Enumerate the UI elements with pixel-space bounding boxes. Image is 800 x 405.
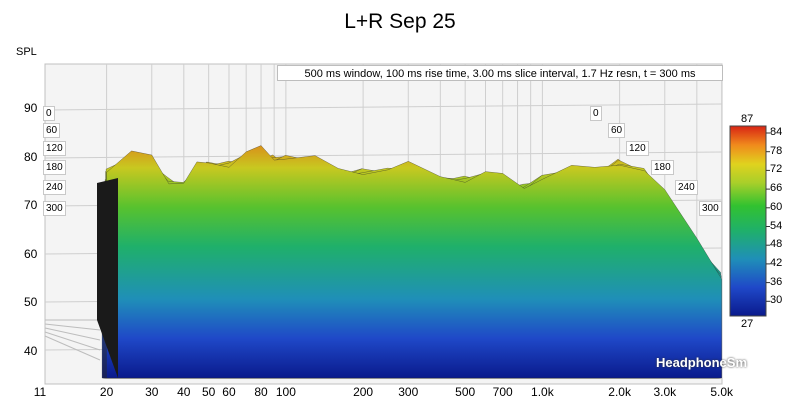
x-tick-label: 40 (177, 385, 191, 399)
time-label-right: 180 (651, 160, 674, 175)
time-label-left: 60 (43, 123, 61, 138)
colorbar-tick-label: 66 (770, 182, 783, 195)
y-axis-label: SPL (16, 46, 37, 58)
colorbar-tick-label: 72 (770, 163, 783, 176)
x-tick-label: 80 (254, 385, 268, 399)
y-tick-label: 70 (24, 198, 38, 212)
colorbar-tick-label: 36 (770, 275, 783, 288)
colorbar-min: 27 (741, 318, 754, 330)
chart-title: L+R Sep 25 (344, 10, 456, 33)
y-tick-label: 40 (24, 343, 38, 358)
x-tick-label: 60 (222, 385, 236, 399)
x-tick-label: 5.0k (710, 385, 734, 399)
grid-line (44, 327, 101, 341)
grid-line (44, 103, 723, 111)
grid-line (44, 151, 723, 159)
colorbar-tick-label: 30 (770, 294, 783, 307)
params-box: 500 ms window, 100 ms rise time, 3.00 ms… (277, 65, 723, 81)
colorbar-tick-label: 48 (770, 238, 783, 251)
x-tick-label: 700 (492, 385, 513, 399)
colorbar-tick-label: 60 (770, 200, 783, 213)
time-label-left: 180 (43, 160, 66, 175)
x-tick-label: 11 (33, 385, 47, 399)
time-label-left: 120 (43, 141, 66, 156)
time-label-left: 240 (43, 180, 66, 195)
colorbar-ticks (766, 132, 770, 302)
x-tick-label: 100 (275, 385, 296, 399)
watermark-logo: HeadphoneSm (656, 355, 748, 370)
time-label-right: 240 (675, 180, 698, 195)
colorbar-max: 87 (741, 113, 754, 125)
time-label-right: 300 (699, 201, 722, 216)
x-tick-label: 3.0k (653, 385, 677, 399)
grid-line (44, 331, 101, 351)
time-label-right: 0 (590, 106, 602, 121)
colorbar (729, 125, 767, 317)
y-tick-label: 60 (24, 246, 38, 261)
surface-side-wall (97, 178, 118, 378)
y-tick-label: 90 (24, 101, 38, 115)
y-tick-label: 80 (24, 149, 38, 164)
colorbar-tick-label: 42 (770, 256, 783, 269)
colorbar-tick-label: 84 (770, 126, 783, 138)
x-tick-label: 2.0k (608, 385, 631, 399)
time-label-right: 60 (608, 123, 626, 138)
colorbar-tick-label: 78 (770, 144, 783, 157)
x-tick-label: 1.0k (531, 385, 554, 399)
x-tick-label: 30 (145, 385, 159, 399)
y-tick-label: 50 (24, 295, 38, 309)
time-label-right: 120 (626, 141, 649, 156)
colorbar-tick-label: 54 (770, 219, 783, 232)
x-tick-label: 50 (201, 385, 216, 399)
x-tick-label: 500 (455, 385, 476, 399)
x-tick-label: 300 (398, 385, 419, 399)
x-tick-label: 20 (99, 385, 114, 399)
waterfall-slice (106, 145, 722, 379)
time-label-left: 300 (43, 201, 66, 216)
waterfall-surface (97, 145, 722, 379)
grid-line (44, 335, 101, 361)
grid-line (44, 323, 101, 331)
time-label-left: 0 (43, 106, 55, 121)
x-tick-label: 200 (353, 385, 374, 399)
